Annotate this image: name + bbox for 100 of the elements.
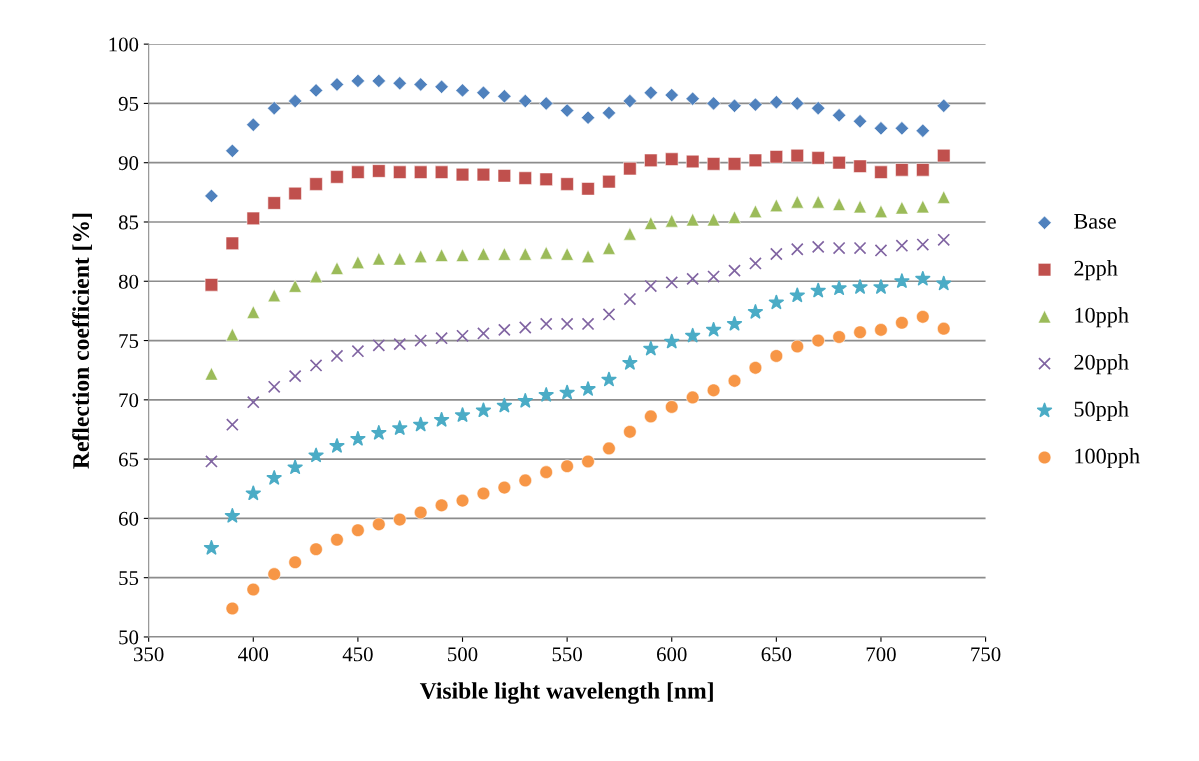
- point: [664, 333, 680, 349]
- x-tick-label: 350: [134, 647, 164, 662]
- point: [811, 240, 825, 254]
- point: [705, 321, 722, 337]
- point: [267, 380, 281, 394]
- point: [832, 108, 847, 123]
- point: [477, 327, 490, 340]
- point: [686, 390, 700, 405]
- x-axis-title: Visible light wavelength [nm]: [419, 682, 713, 704]
- x-tick-label: 750: [971, 647, 1001, 662]
- y-tick-label: 100: [109, 37, 139, 52]
- point: [393, 512, 407, 527]
- point: [874, 244, 888, 257]
- point: [831, 280, 847, 295]
- point: [475, 402, 492, 418]
- point: [726, 315, 743, 331]
- x-tick-label: 700: [866, 647, 896, 662]
- point: [768, 294, 784, 310]
- point: [287, 459, 303, 475]
- point: [372, 338, 386, 352]
- point: [644, 279, 658, 293]
- x-tick-label: 500: [448, 647, 478, 662]
- y-tick-label: 55: [119, 571, 139, 586]
- point: [496, 397, 512, 413]
- point: [873, 279, 889, 294]
- point: [371, 425, 387, 440]
- x-tick-label: 400: [238, 647, 269, 662]
- legend-label: 10pph: [1075, 307, 1129, 328]
- point: [937, 233, 951, 247]
- point: [686, 272, 700, 286]
- point: [581, 317, 595, 331]
- point: [707, 270, 720, 283]
- point: [414, 334, 428, 347]
- point: [329, 438, 345, 453]
- point: [456, 329, 469, 343]
- legend-label: Base: [1074, 214, 1116, 229]
- point: [225, 418, 239, 432]
- point: [622, 355, 638, 370]
- point: [832, 241, 846, 255]
- point: [664, 88, 679, 103]
- point: [538, 387, 554, 402]
- point: [308, 447, 324, 463]
- legend-label: 50pph: [1074, 400, 1129, 422]
- point: [392, 420, 408, 435]
- y-tick-label: 70: [119, 393, 139, 408]
- y-tick-label: 80: [118, 274, 139, 289]
- y-tick-label: 95: [118, 96, 139, 111]
- point: [246, 395, 260, 409]
- point: [205, 455, 218, 468]
- y-tick-label: 50: [119, 630, 139, 645]
- point: [601, 371, 617, 387]
- x-tick-label: 650: [761, 647, 792, 662]
- point: [580, 381, 596, 396]
- point: [560, 317, 574, 331]
- point: [309, 359, 323, 372]
- point: [602, 308, 616, 321]
- point: [810, 282, 826, 298]
- point: [936, 275, 952, 291]
- y-tick-label: 65: [119, 452, 139, 467]
- point: [517, 393, 533, 408]
- point: [245, 485, 261, 501]
- point: [350, 430, 366, 446]
- point: [665, 276, 679, 289]
- point: [539, 317, 553, 331]
- x-tick-label: 550: [552, 647, 582, 662]
- point: [747, 304, 764, 319]
- point: [351, 344, 365, 358]
- point: [916, 238, 930, 251]
- legend-label: 100pph: [1075, 447, 1140, 469]
- x-tick-label: 450: [342, 647, 373, 662]
- point: [435, 331, 448, 345]
- point: [853, 241, 867, 255]
- point: [224, 508, 240, 523]
- point: [581, 110, 596, 125]
- point: [748, 361, 763, 375]
- y-tick-label: 60: [119, 511, 139, 526]
- point: [852, 279, 868, 294]
- point: [895, 239, 909, 253]
- y-axis-title: Reflection coefficient [%]: [72, 213, 92, 469]
- y-tick-label: 75: [119, 334, 139, 348]
- point: [894, 273, 910, 288]
- point: [789, 287, 805, 303]
- point: [915, 270, 931, 286]
- point: [497, 323, 511, 337]
- point: [685, 327, 701, 343]
- point: [559, 384, 575, 400]
- point: [728, 264, 741, 277]
- point: [454, 407, 471, 422]
- point: [769, 247, 783, 261]
- legend-label: 2pph: [1074, 260, 1118, 281]
- point: [266, 470, 282, 485]
- point: [433, 412, 450, 427]
- point: [643, 340, 659, 356]
- y-tick-label: 90: [118, 156, 139, 171]
- point: [413, 416, 429, 432]
- x-tick-label: 600: [657, 647, 687, 662]
- y-tick-label: 85: [118, 215, 139, 230]
- legend-label: 20pph: [1074, 354, 1129, 375]
- point: [288, 369, 302, 383]
- point: [623, 292, 637, 306]
